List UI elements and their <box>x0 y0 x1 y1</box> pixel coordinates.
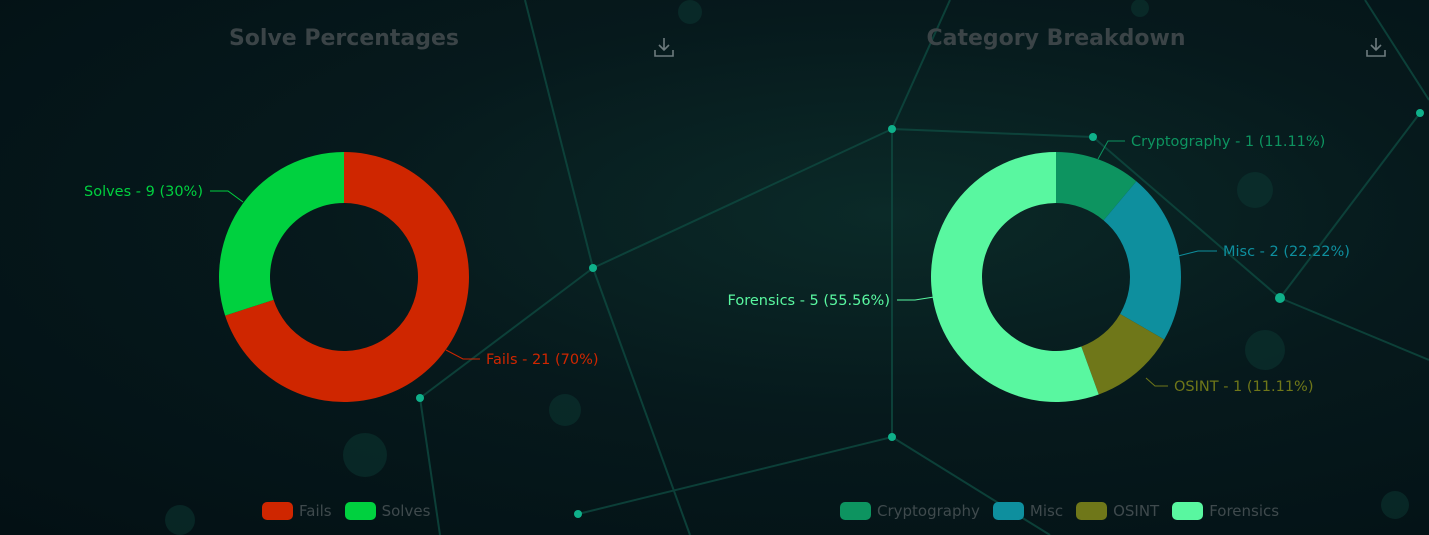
legend-item-forensics[interactable]: Forensics <box>1172 502 1279 520</box>
donut-slice-fails[interactable] <box>225 152 469 403</box>
label-leader-line <box>1145 377 1168 387</box>
legend-item-misc[interactable]: Misc <box>992 502 1064 520</box>
chart-title-solve-percentages: Solve Percentages <box>228 26 460 51</box>
legend-swatch <box>1076 502 1108 520</box>
slice-label-solves: Solves - 9 (30%) <box>84 184 203 200</box>
legend-swatch <box>992 502 1024 520</box>
legend-label: Solves <box>381 502 431 520</box>
donut-slice-misc[interactable] <box>1103 181 1182 340</box>
slice-label-osint: OSINT - 1 (11.11%) <box>1174 379 1314 395</box>
legend-item-osint[interactable]: OSINT <box>1076 502 1159 520</box>
legend-item-cryptography[interactable]: Cryptography <box>840 502 980 520</box>
legend-label: Fails <box>299 502 332 520</box>
donut-slice-cryptography[interactable] <box>1056 152 1137 221</box>
slice-label-fails: Fails - 21 (70%) <box>486 352 599 368</box>
slice-label-forensics: Forensics - 5 (55.56%) <box>728 293 890 309</box>
legend-label: Misc <box>1029 502 1064 520</box>
legend-swatch <box>840 502 871 520</box>
legend-swatch <box>262 502 293 520</box>
donut-slice-osint[interactable] <box>1081 314 1165 395</box>
legend-label: Forensics <box>1209 502 1280 520</box>
legend-swatch <box>1172 502 1204 520</box>
label-leader-line <box>445 349 480 360</box>
legend-item-fails[interactable]: Fails <box>262 502 332 520</box>
download-icon[interactable] <box>653 36 675 58</box>
legend-label: Cryptography <box>877 502 980 520</box>
legend-category-breakdown: Cryptography Misc OSINT Forensics <box>840 501 1292 521</box>
download-icon[interactable] <box>1365 36 1387 58</box>
legend-solve-percentages: Fails Solves <box>262 501 443 521</box>
slice-label-cryptography: Cryptography - 1 (11.11%) <box>1131 134 1325 150</box>
label-leader-line <box>210 190 244 203</box>
label-leader-line <box>1177 250 1217 257</box>
slice-label-misc: Misc - 2 (22.22%) <box>1223 244 1350 260</box>
donut-slice-forensics[interactable] <box>931 152 1099 402</box>
legend-swatch <box>344 502 376 520</box>
chart-title-category-breakdown: Category Breakdown <box>926 26 1186 51</box>
legend-item-solves[interactable]: Solves <box>344 502 431 520</box>
donut-slice-solves[interactable] <box>219 152 344 316</box>
label-leader-line <box>1097 140 1125 160</box>
label-leader-line <box>897 296 935 301</box>
legend-label: OSINT <box>1113 502 1160 520</box>
